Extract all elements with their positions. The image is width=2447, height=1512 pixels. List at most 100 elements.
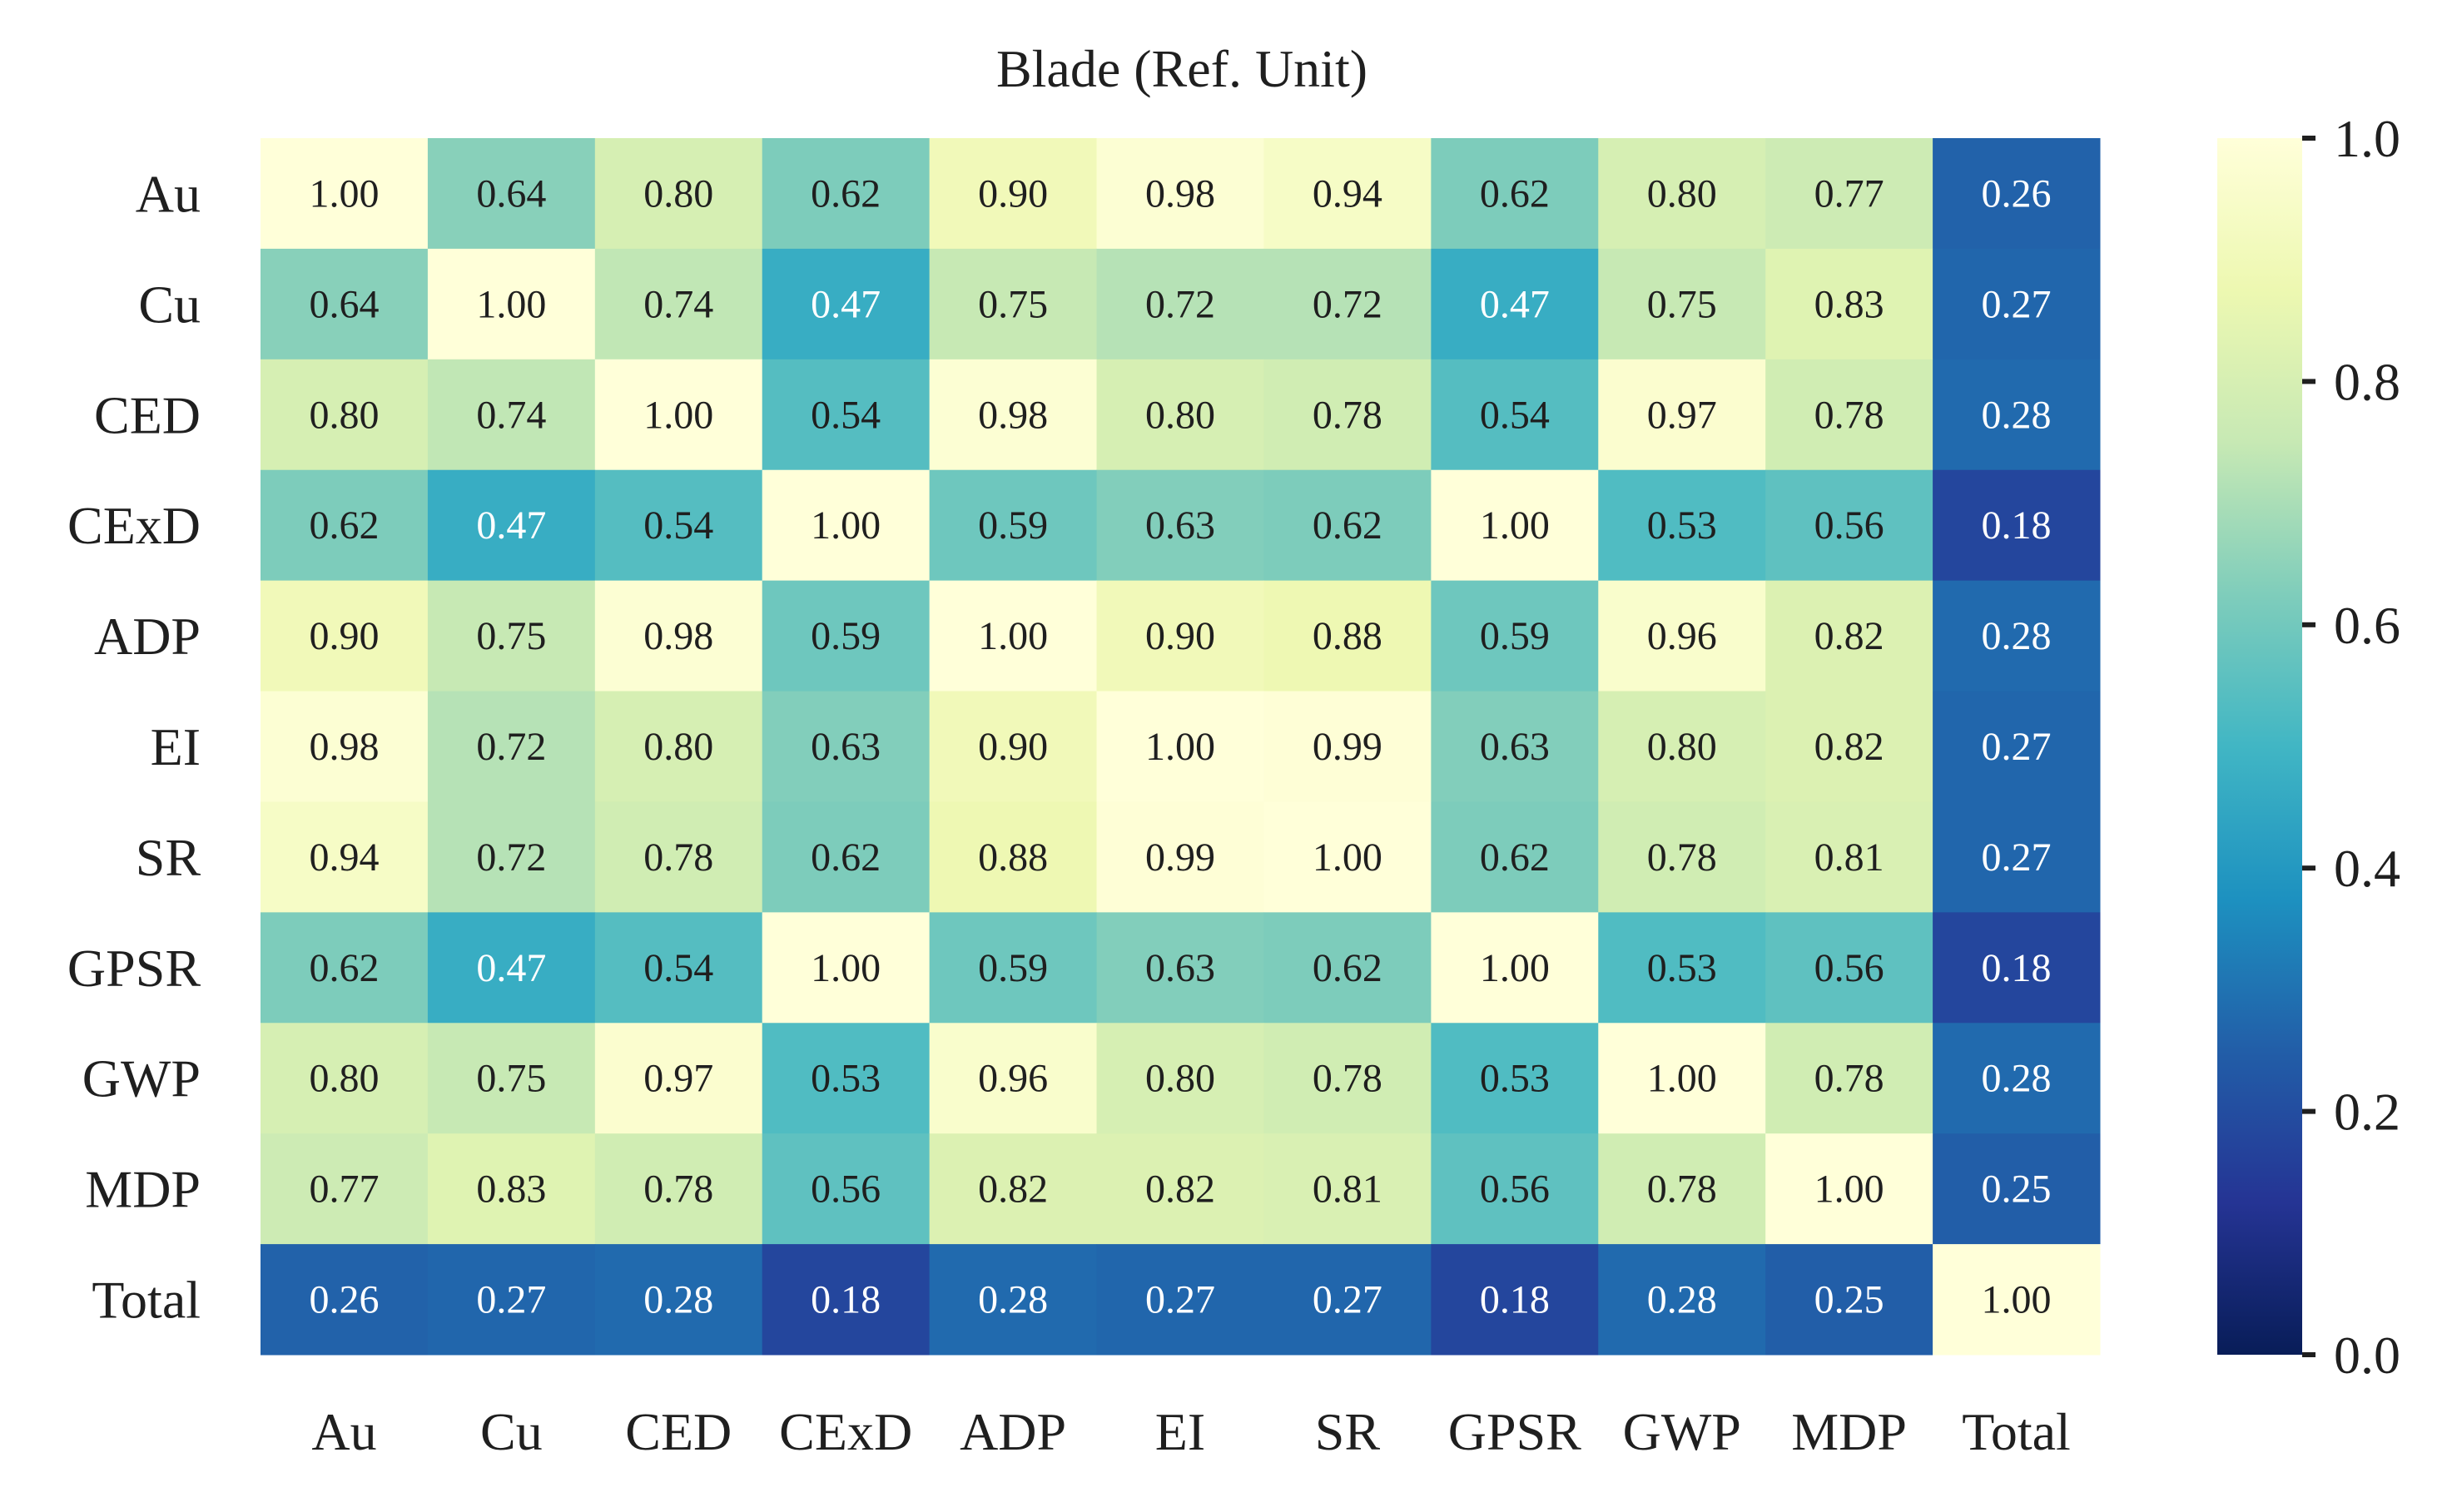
heatmap-cell-mdp-mdp bbox=[1765, 1133, 1933, 1245]
heatmap-cell-label-au-gwp: 0.80 bbox=[1647, 171, 1717, 216]
heatmap-cell-label-total-ced: 0.28 bbox=[643, 1278, 713, 1322]
heatmap-cell-label-total-ei: 0.27 bbox=[1145, 1278, 1215, 1322]
column-labels: Au Cu CED CExD ADP EI SR GPSR GWP MDP Total bbox=[311, 1402, 2070, 1461]
heatmap-cell-cu-gwp bbox=[1598, 248, 1766, 360]
row-label-gpsr: GPSR bbox=[67, 939, 201, 998]
heatmap-cell-gpsr-gpsr bbox=[1431, 912, 1599, 1024]
colorbar-tick-label-0-8: 0.8 bbox=[2334, 352, 2400, 411]
heatmap-cell-label-gwp-cu: 0.75 bbox=[476, 1057, 546, 1101]
heatmap-cell-label-adp-cexd: 0.59 bbox=[811, 614, 881, 658]
heatmap-cell-cu-total bbox=[1933, 248, 2101, 360]
heatmap-cell-label-mdp-cexd: 0.56 bbox=[811, 1167, 881, 1212]
heatmap-cell-gpsr-cexd bbox=[762, 912, 931, 1024]
heatmap-cell-label-adp-gpsr: 0.59 bbox=[1480, 614, 1550, 658]
heatmap-cell-label-gpsr-au: 0.62 bbox=[309, 946, 379, 990]
heatmap-cell-gwp-ei bbox=[1096, 1023, 1264, 1134]
heatmap-cell-label-au-sr: 0.94 bbox=[1313, 171, 1382, 216]
heatmap-cell-ei-cexd bbox=[762, 691, 931, 802]
row-labels: Au Cu CED CExD ADP EI SR GPSR GWP MDP Total bbox=[67, 164, 201, 1329]
heatmap-cell-total-au bbox=[261, 1244, 429, 1356]
heatmap-cell-label-ei-adp: 0.90 bbox=[978, 725, 1048, 769]
heatmap-cell-adp-gwp bbox=[1598, 580, 1766, 692]
heatmap-cell-label-sr-au: 0.94 bbox=[309, 835, 379, 880]
heatmap-cell-label-sr-ei: 0.99 bbox=[1145, 835, 1215, 880]
heatmap-cell-label-cexd-cexd: 1.00 bbox=[811, 503, 881, 548]
heatmap-cell-label-ei-au: 0.98 bbox=[309, 725, 379, 769]
heatmap-cell-label-total-adp: 0.28 bbox=[978, 1278, 1048, 1322]
colorbar-tick-label-0-0: 0.0 bbox=[2334, 1326, 2400, 1385]
heatmap-cell-label-ced-gpsr: 0.54 bbox=[1480, 393, 1550, 437]
heatmap-cell-sr-gwp bbox=[1598, 801, 1766, 913]
heatmap-cell-label-mdp-sr: 0.81 bbox=[1313, 1167, 1382, 1212]
heatmap-cell-label-total-cexd: 0.18 bbox=[811, 1278, 881, 1322]
column-label-gpsr: GPSR bbox=[1448, 1402, 1581, 1461]
heatmap-cell-label-gwp-sr: 0.78 bbox=[1313, 1057, 1382, 1101]
heatmap-cell-label-gpsr-adp: 0.59 bbox=[978, 946, 1048, 990]
colorbar: 0.0 0.2 0.4 0.6 0.8 1.0 bbox=[2217, 109, 2400, 1385]
heatmap-cell-gwp-au bbox=[261, 1023, 429, 1134]
heatmap-cell-sr-ei bbox=[1096, 801, 1264, 913]
heatmap-cell-cu-cu bbox=[427, 248, 596, 360]
heatmap-cell-label-adp-sr: 0.88 bbox=[1313, 614, 1382, 658]
heatmap-cell-total-ced bbox=[594, 1244, 763, 1356]
heatmap-cell-label-cu-cexd: 0.47 bbox=[811, 282, 881, 326]
heatmap-cell-label-cu-sr: 0.72 bbox=[1313, 282, 1382, 326]
heatmap-cell-label-ei-ced: 0.80 bbox=[643, 725, 713, 769]
heatmap-cell-label-gpsr-gpsr: 1.00 bbox=[1480, 946, 1550, 990]
row-label-ei: EI bbox=[151, 717, 201, 776]
heatmap-cell-ei-gpsr bbox=[1431, 691, 1599, 802]
heatmap-cell-label-total-gwp: 0.28 bbox=[1647, 1278, 1717, 1322]
heatmap-cell-label-sr-gpsr: 0.62 bbox=[1480, 835, 1550, 880]
heatmap-cells bbox=[261, 138, 2101, 1356]
heatmap-cell-label-cexd-adp: 0.59 bbox=[978, 503, 1048, 548]
heatmap-cell-ced-cu bbox=[427, 359, 596, 471]
heatmap-cell-cexd-cu bbox=[427, 469, 596, 582]
heatmap-cell-label-au-ei: 0.98 bbox=[1145, 171, 1215, 216]
heatmap-cell-total-adp bbox=[929, 1244, 1098, 1356]
heatmap-cell-label-au-cexd: 0.62 bbox=[811, 171, 881, 216]
heatmap-cell-cu-mdp bbox=[1765, 248, 1933, 360]
heatmap-cell-label-sr-sr: 1.00 bbox=[1313, 835, 1382, 880]
heatmap-cell-ei-cu bbox=[427, 691, 596, 802]
heatmap-cell-label-sr-gwp: 0.78 bbox=[1647, 835, 1717, 880]
heatmap-cell-au-gwp bbox=[1598, 138, 1766, 250]
heatmap-cell-label-au-gpsr: 0.62 bbox=[1480, 171, 1550, 216]
heatmap-cell-label-au-cu: 0.64 bbox=[476, 171, 546, 216]
heatmap-cell-ced-total bbox=[1933, 359, 2101, 471]
heatmap-cell-cexd-adp bbox=[929, 469, 1098, 582]
heatmap-cell-label-cu-ei: 0.72 bbox=[1145, 282, 1215, 326]
heatmap-cell-gpsr-cu bbox=[427, 912, 596, 1024]
heatmap-cell-label-gpsr-total: 0.18 bbox=[1982, 946, 2052, 990]
heatmap-cell-label-cu-total: 0.27 bbox=[1982, 282, 2052, 326]
heatmap-cell-gwp-ced bbox=[594, 1023, 763, 1134]
heatmap-cell-au-ei bbox=[1096, 138, 1264, 250]
heatmap-cell-gwp-gwp bbox=[1598, 1023, 1766, 1134]
heatmap-cell-label-ced-gwp: 0.97 bbox=[1647, 393, 1717, 437]
heatmap-cell-label-ced-cexd: 0.54 bbox=[811, 393, 881, 437]
row-label-mdp: MDP bbox=[85, 1160, 201, 1219]
heatmap-cell-cexd-ced bbox=[594, 469, 763, 582]
heatmap-cell-label-au-au: 1.00 bbox=[309, 171, 379, 216]
heatmap-cell-label-ei-mdp: 0.82 bbox=[1814, 725, 1884, 769]
heatmap-cell-label-adp-adp: 1.00 bbox=[978, 614, 1048, 658]
heatmap-cell-total-ei bbox=[1096, 1244, 1264, 1356]
heatmap-cell-label-mdp-gpsr: 0.56 bbox=[1480, 1167, 1550, 1212]
heatmap-cell-label-au-adp: 0.90 bbox=[978, 171, 1048, 216]
heatmap-cell-cexd-sr bbox=[1263, 469, 1432, 582]
colorbar-gradient bbox=[2217, 138, 2302, 1355]
heatmap-cell-sr-au bbox=[261, 801, 429, 913]
heatmap-cell-au-gpsr bbox=[1431, 138, 1599, 250]
heatmap-cell-ei-au bbox=[261, 691, 429, 802]
heatmap-cell-cu-gpsr bbox=[1431, 248, 1599, 360]
heatmap-cell-ced-au bbox=[261, 359, 429, 471]
heatmap-cell-label-mdp-gwp: 0.78 bbox=[1647, 1167, 1717, 1212]
heatmap-cell-label-sr-ced: 0.78 bbox=[643, 835, 713, 880]
heatmap-cell-gpsr-sr bbox=[1263, 912, 1432, 1024]
heatmap-cell-mdp-cu bbox=[427, 1133, 596, 1245]
row-label-adp: ADP bbox=[94, 607, 201, 666]
colorbar-tick-label-1-0: 1.0 bbox=[2334, 109, 2400, 168]
heatmap-cell-au-ced bbox=[594, 138, 763, 250]
heatmap-cell-label-sr-adp: 0.88 bbox=[978, 835, 1048, 880]
heatmap-cell-label-cu-au: 0.64 bbox=[309, 282, 379, 326]
